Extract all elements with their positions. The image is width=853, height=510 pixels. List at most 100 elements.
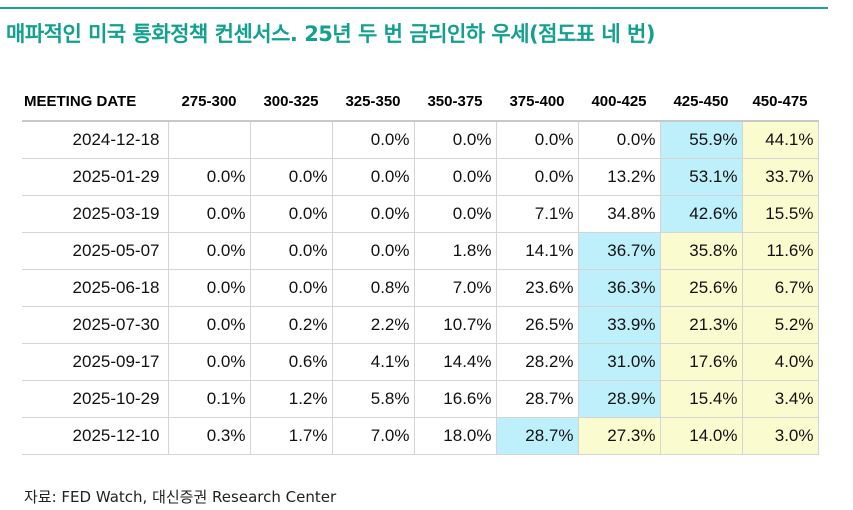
probability-cell: 0.0% [168,232,251,270]
table-row: 2024-12-18 0.0% 0.0% 0.0% 0.0% 55.9% 44.1% [22,121,819,159]
table-row: 2025-07-30 0.0% 0.2% 2.2% 10.7% 26.5% 33.9% 21.… [22,306,819,344]
table-row: 2025-01-29 0.0% 0.0% 0.0% 0.0% 0.0% 13.2% 53.1%… [22,158,819,196]
probability-cell: 0.0% [168,158,251,196]
meeting-date-cell: 2025-06-18 [22,269,169,307]
probability-cell: 0.0% [168,195,251,233]
probability-cell: 36.3% [578,269,661,307]
probability-cell: 0.0% [168,343,251,381]
meeting-date-cell: 2025-01-29 [22,158,169,196]
probability-cell: 0.0% [496,158,579,196]
probability-cell: 28.7% [496,417,579,455]
probability-table: MEETING DATE 275-300 300-325 325-350 350-375… [22,83,819,455]
probability-cell: 28.2% [496,343,579,381]
probability-cell: 3.4% [742,380,819,418]
probability-cell: 23.6% [496,269,579,307]
probability-cell: 0.0% [414,121,497,159]
probability-cell: 0.0% [250,158,333,196]
table-row: 2025-12-10 0.3% 1.7% 7.0% 18.0% 28.7% 27.3% 14.… [22,417,819,455]
column-header-meeting-date: MEETING DATE [22,83,168,122]
column-header-425-450: 425-450 [660,83,742,122]
probability-cell: 31.0% [578,343,661,381]
page-title: 매파적인 미국 통화정책 컨센서스. 25년 두 번 금리인하 우세(점도표 네… [6,22,655,46]
probability-cell: 4.0% [742,343,819,381]
probability-cell: 10.7% [414,306,497,344]
column-header-450-475: 450-475 [742,83,818,122]
title-rule [0,7,828,9]
probability-cell: 33.9% [578,306,661,344]
probability-cell: 5.8% [332,380,415,418]
probability-cell: 0.0% [578,121,661,159]
meeting-date-cell: 2025-12-10 [22,417,169,455]
probability-cell: 0.0% [496,121,579,159]
probability-cell: 0.0% [168,269,251,307]
meeting-date-cell: 2024-12-18 [22,121,169,159]
probability-cell: 0.0% [414,195,497,233]
meeting-date-cell: 2025-03-19 [22,195,169,233]
probability-cell: 0.0% [168,306,251,344]
probability-cell: 15.5% [742,195,819,233]
probability-cell: 11.6% [742,232,819,270]
probability-cell: 53.1% [660,158,743,196]
source-note: 자료: FED Watch, 대신증권 Research Center [24,488,337,506]
probability-cell: 34.8% [578,195,661,233]
meeting-date-cell: 2025-05-07 [22,232,169,270]
meeting-date-cell: 2025-10-29 [22,380,169,418]
probability-cell: 0.3% [168,417,251,455]
probability-cell: 7.1% [496,195,579,233]
probability-cell: 28.7% [496,380,579,418]
column-header-300-325: 300-325 [250,83,332,122]
probability-cell: 18.0% [414,417,497,455]
probability-cell: 14.1% [496,232,579,270]
probability-cell: 0.1% [168,380,251,418]
probability-cell: 14.0% [660,417,743,455]
probability-cell: 0.0% [414,158,497,196]
probability-cell: 26.5% [496,306,579,344]
probability-cell: 0.0% [332,195,415,233]
probability-cell: 7.0% [414,269,497,307]
probability-cell: 0.0% [332,121,415,159]
probability-cell: 25.6% [660,269,743,307]
probability-cell: 6.7% [742,269,819,307]
probability-cell: 0.0% [332,232,415,270]
probability-cell: 0.0% [250,269,333,307]
probability-cell: 4.1% [332,343,415,381]
column-header-400-425: 400-425 [578,83,660,122]
table-row: 2025-05-07 0.0% 0.0% 0.0% 1.8% 14.1% 36.7% 35.8… [22,232,819,270]
table-header-row: MEETING DATE 275-300 300-325 325-350 350-375… [22,83,818,122]
table-row: 2025-03-19 0.0% 0.0% 0.0% 0.0% 7.1% 34.8% 42.6%… [22,195,819,233]
probability-cell: 36.7% [578,232,661,270]
probability-cell: 21.3% [660,306,743,344]
column-header-350-375: 350-375 [414,83,496,122]
probability-cell: 15.4% [660,380,743,418]
column-header-325-350: 325-350 [332,83,414,122]
probability-cell: 1.8% [414,232,497,270]
meeting-date-cell: 2025-07-30 [22,306,169,344]
probability-cell: 28.9% [578,380,661,418]
probability-cell: 13.2% [578,158,661,196]
probability-cell: 0.2% [250,306,333,344]
probability-cell: 44.1% [742,121,819,159]
probability-cell: 0.0% [332,158,415,196]
probability-cell: 7.0% [332,417,415,455]
probability-cell: 16.6% [414,380,497,418]
probability-cell: 33.7% [742,158,819,196]
probability-cell: 0.8% [332,269,415,307]
probability-cell: 27.3% [578,417,661,455]
probability-cell: 2.2% [332,306,415,344]
probability-cell: 5.2% [742,306,819,344]
column-header-275-300: 275-300 [168,83,250,122]
probability-cell [250,121,333,159]
probability-cell: 0.0% [250,195,333,233]
probability-cell: 55.9% [660,121,743,159]
probability-cell: 42.6% [660,195,743,233]
probability-cell: 0.6% [250,343,333,381]
table-body: 2024-12-18 0.0% 0.0% 0.0% 0.0% 55.9% 44.1% 2025… [22,121,819,455]
probability-cell: 35.8% [660,232,743,270]
column-header-375-400: 375-400 [496,83,578,122]
probability-cell: 1.7% [250,417,333,455]
table-row: 2025-06-18 0.0% 0.0% 0.8% 7.0% 23.6% 36.3% 25.6… [22,269,819,307]
probability-cell: 0.0% [250,232,333,270]
probability-cell: 14.4% [414,343,497,381]
probability-cell [168,121,251,159]
probability-cell: 1.2% [250,380,333,418]
